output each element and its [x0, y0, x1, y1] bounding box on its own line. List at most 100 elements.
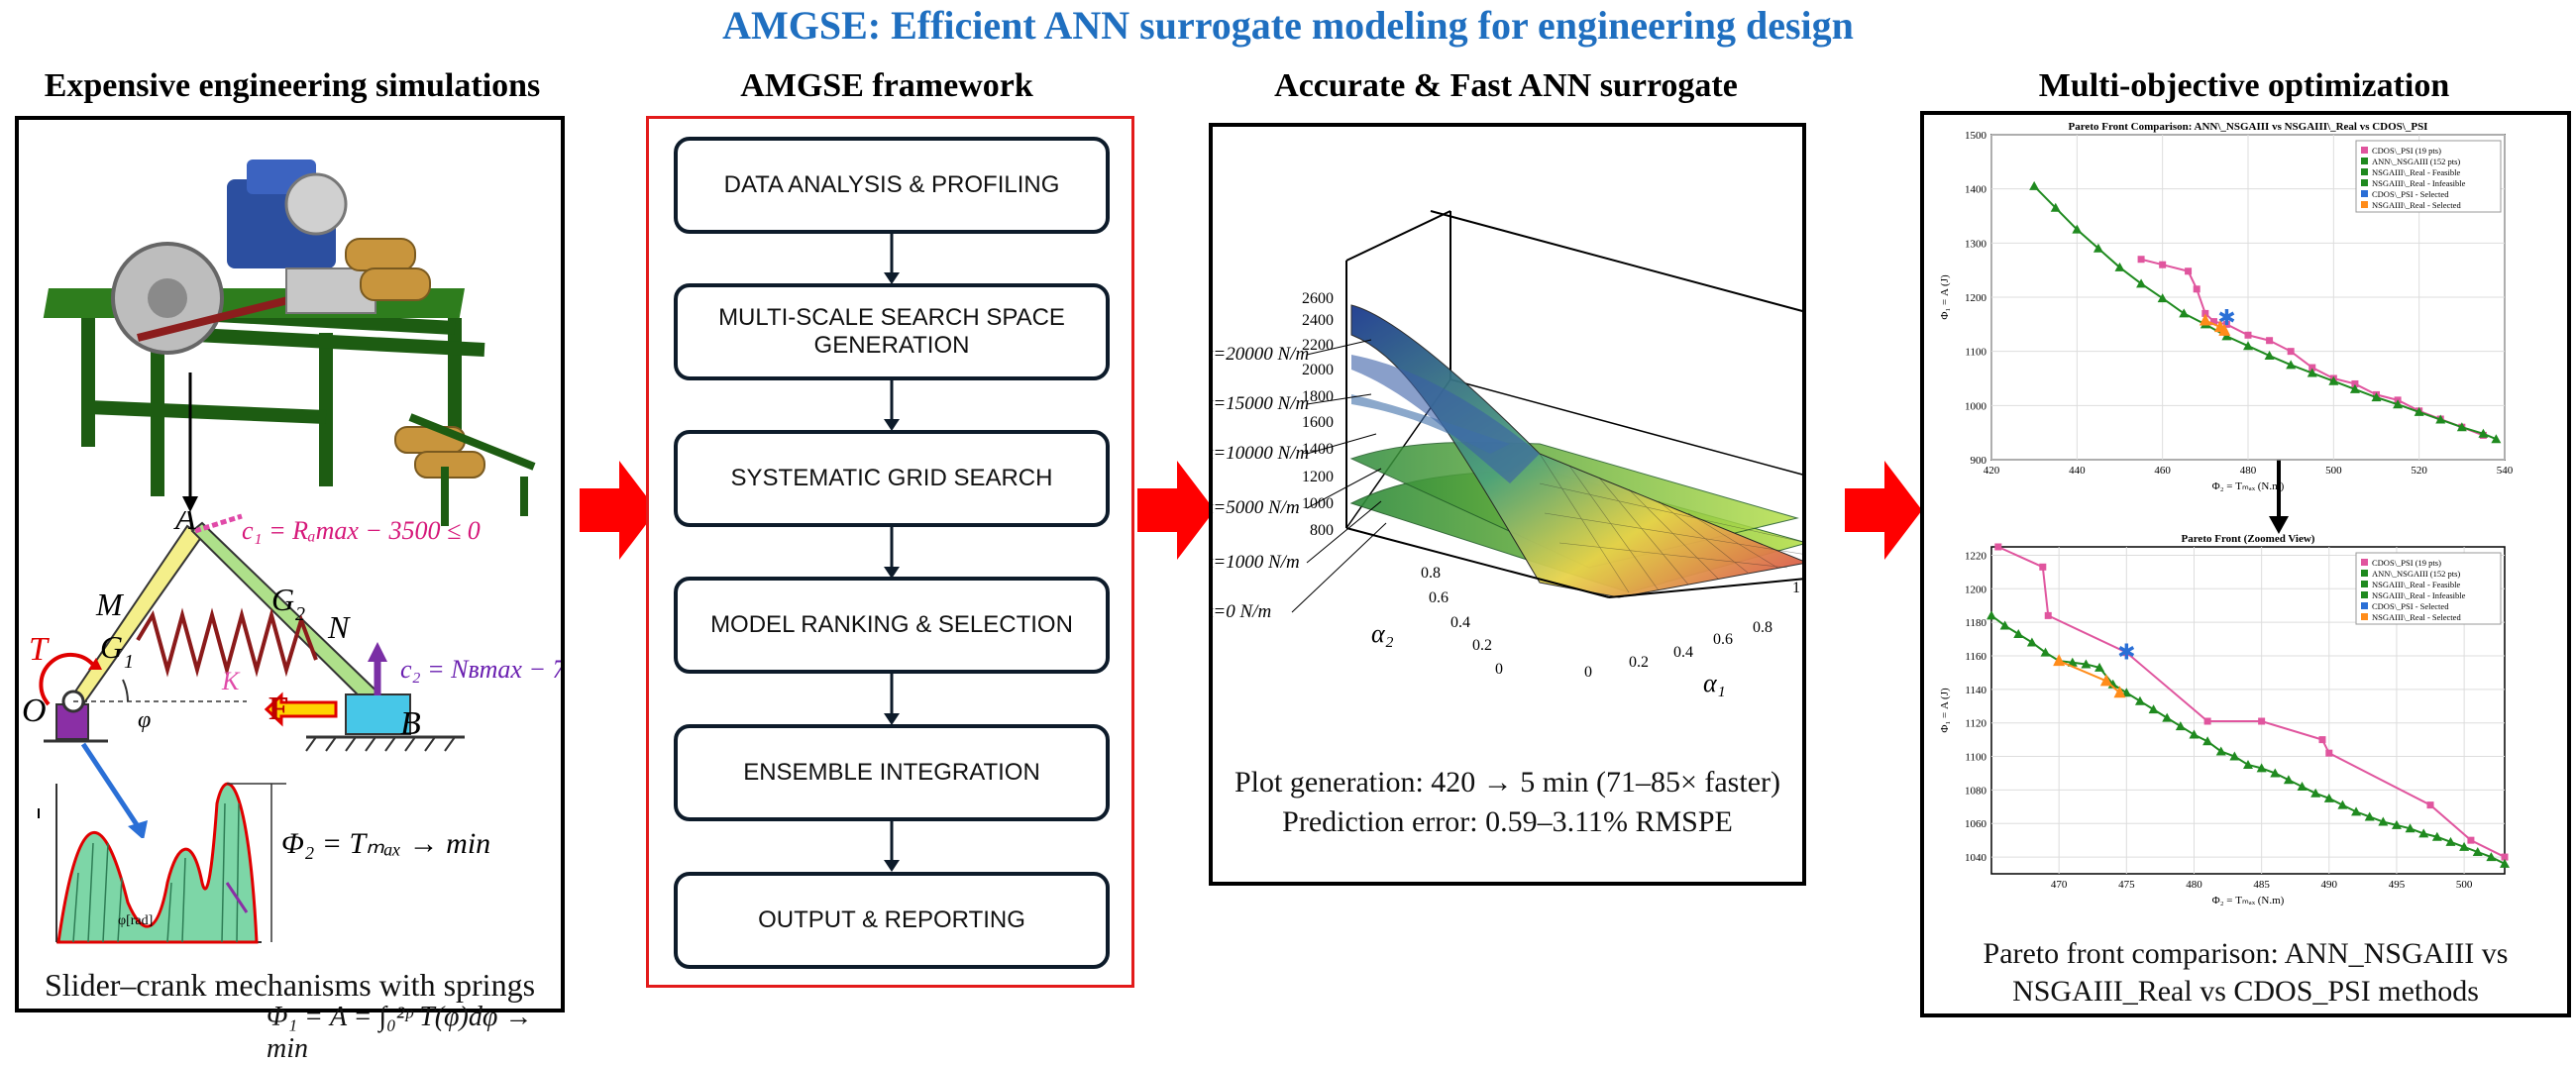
legend-marker	[2361, 158, 2368, 164]
chart-title: Pareto Front Comparison: ANN\_NSGAIII vs…	[2069, 121, 2428, 133]
legend-entry: NSGAIII\_Real - Infeasible	[2372, 590, 2466, 600]
y-tick-label: 1040	[1965, 852, 1987, 864]
data-point	[2159, 262, 2166, 268]
label-G1: G	[100, 629, 123, 665]
x-tick-label: 460	[2154, 465, 2171, 477]
panel-title-surrogate: Accurate & Fast ANN surrogate	[1204, 67, 1808, 105]
a2-label: α₂	[1371, 619, 1394, 648]
label-F: F	[268, 691, 289, 727]
data-point	[2325, 750, 2332, 757]
x-axis-label: Φ₂ = Tₘₐₓ (N.m)	[2212, 480, 2285, 492]
legend-marker	[2361, 559, 2368, 566]
legend-marker	[2361, 581, 2368, 587]
y-tick-label: 1500	[1965, 130, 1987, 142]
z-tick: 2400	[1302, 312, 1334, 329]
optimization-caption-line2: NSGAIII_Real vs CDOS_PSI methods	[1924, 975, 2567, 1009]
y-tick-label: 900	[1971, 455, 1987, 467]
step-output: OUTPUT & REPORTING	[674, 872, 1110, 969]
z-tick: 800	[1310, 522, 1334, 539]
x-axis-label: Φ₂ = Tₘₐₓ (N.m)	[2212, 895, 2285, 906]
a1-label: α₁	[1703, 669, 1726, 697]
y-axis-label: Φ₁ = A (J)	[1939, 274, 1951, 320]
z-tick: 1000	[1302, 495, 1334, 512]
k-label: k=5000 N/m	[1213, 497, 1300, 518]
label-O: O	[22, 692, 47, 729]
y-tick-label: 1200	[1965, 584, 1987, 595]
data-point	[2318, 736, 2325, 743]
y-axis-label: Φ₁ = A (J)	[1939, 688, 1951, 733]
data-point	[2467, 837, 2474, 844]
data-point	[2138, 256, 2145, 263]
objective-phi2: Φ₂ = Tₘₐₓ → min	[281, 827, 490, 860]
k-label: k=20000 N/m	[1213, 344, 1309, 365]
a2-tick: 0.2	[1472, 637, 1492, 654]
a1-tick: 0.8	[1753, 619, 1772, 636]
legend-entry: CDOS\_PSI (19 pts)	[2372, 558, 2441, 568]
legend-marker	[2361, 147, 2368, 154]
data-point	[2288, 348, 2295, 355]
x-tick-label: 500	[2325, 465, 2342, 477]
label-A: A	[173, 511, 196, 537]
z-ticks: 2600 2400 2200 2000 1800 1600 1400 1200 …	[1302, 290, 1334, 539]
x-tick-label: 500	[2456, 879, 2473, 891]
surrogate-caption-line2: Prediction error: 0.59–3.11% RMSPE	[1213, 805, 1802, 839]
data-point	[2245, 332, 2252, 339]
z-tick: 1600	[1302, 414, 1334, 431]
legend-entry: NSGAIII\_Real - Selected	[2372, 200, 2461, 210]
optimization-panel: 420 440 460 480 500 520 540 900 1000 1100 1200 1300…	[1920, 111, 2571, 1017]
step-model-ranking: MODEL RANKING & SELECTION	[674, 577, 1110, 674]
constraint-c2: c₂ = Nʙmax − 750 ≤ 0	[400, 655, 561, 684]
legend-marker	[2361, 613, 2368, 620]
legend-marker	[2361, 201, 2368, 208]
legend-entry: ANN\_NSGAIII (152 pts)	[2372, 157, 2460, 166]
y-tick-label: 1300	[1965, 238, 1987, 250]
label-N: N	[327, 609, 351, 645]
objective-phi1: Φ₁ = A = ∫₀²ᵖ T(φ)dφ → min	[267, 1002, 564, 1065]
legend-entry: NSGAIII\_Real - Infeasible	[2372, 178, 2466, 188]
step-data-analysis: DATA ANALYSIS & PROFILING	[674, 137, 1110, 234]
legend-marker	[2361, 570, 2368, 577]
data-point	[2194, 285, 2200, 292]
panel-title-framework: AMGSE framework	[644, 67, 1129, 105]
legend-entry: CDOS\_PSI - Selected	[2372, 601, 2449, 611]
arrow-right-3	[1845, 461, 1924, 560]
legend-marker	[2361, 602, 2368, 609]
phi-axis-label: φ[rad]	[118, 913, 153, 928]
y-tick-label: 1060	[1965, 818, 1987, 830]
step-search-space: MULTI-SCALE SEARCH SPACE GENERATION	[674, 283, 1110, 380]
x-tick-label: 475	[2118, 879, 2135, 891]
x-tick-label: 495	[2389, 879, 2406, 891]
y-tick-label: 1180	[1965, 617, 1986, 629]
legend-entry: NSGAIII\_Real - Selected	[2372, 612, 2461, 622]
x-tick-label: 440	[2069, 465, 2086, 477]
y-tick-label: 1080	[1965, 785, 1987, 797]
a2-tick: 0	[1495, 661, 1503, 678]
a1-tick: 0.4	[1673, 644, 1693, 661]
a1-tick: 0	[1584, 664, 1592, 681]
label-T: T	[29, 631, 50, 668]
panel-title-optimization: Multi-objective optimization	[1917, 67, 2571, 105]
z-tick: 1200	[1302, 469, 1334, 485]
panel-title-simulations: Expensive engineering simulations	[15, 67, 570, 105]
data-point	[2204, 718, 2211, 725]
legend-entry: CDOS\_PSI (19 pts)	[2372, 146, 2441, 156]
y-tick-label: 1400	[1965, 184, 1987, 196]
y-tick-label: 1120	[1965, 718, 1986, 730]
label-G2-sub: 2	[295, 603, 305, 625]
a1-tick: 0.6	[1713, 631, 1733, 648]
legend-entry: CDOS\_PSI - Selected	[2372, 189, 2449, 199]
label-G1-sub: 1	[124, 651, 134, 673]
x-tick-label: 520	[2411, 465, 2427, 477]
framework-panel: DATA ANALYSIS & PROFILING MULTI-SCALE SE…	[646, 116, 1134, 988]
legend-marker	[2361, 190, 2368, 197]
x-tick-label: 540	[2497, 465, 2514, 477]
pareto-charts: 420 440 460 480 500 520 5409001000110012001300…	[1924, 115, 2567, 917]
surrogate-caption-line1: Plot generation: 420 → 5 min (71–85× fas…	[1213, 766, 1802, 799]
a2-tick: 0.4	[1450, 614, 1470, 631]
label-phi: φ	[138, 707, 151, 733]
y-tick-label: 1220	[1965, 550, 1987, 562]
y-tick-label: 1100	[1965, 347, 1986, 359]
data-point	[2266, 337, 2273, 344]
a2-tick: 0.8	[1421, 565, 1441, 582]
a2-tick: 0.6	[1429, 589, 1449, 606]
